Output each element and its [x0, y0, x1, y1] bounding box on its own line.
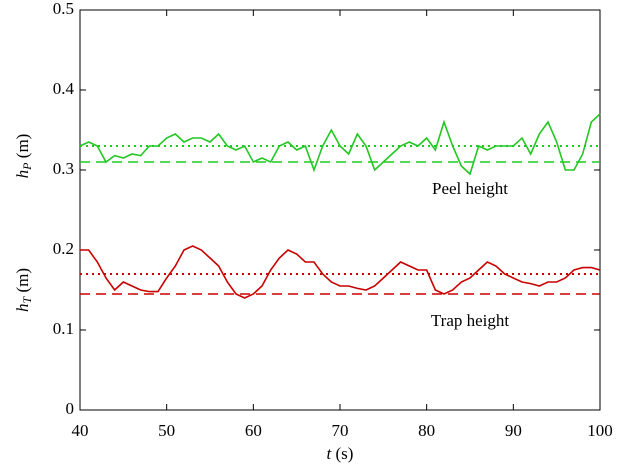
y-label-unit: (m): [13, 134, 32, 159]
y-label-symbol: h: [13, 170, 32, 179]
series-line: [80, 245, 601, 299]
series-label: Peel height: [432, 179, 508, 198]
y-axis-label: hT (m): [13, 268, 36, 312]
y-label-subscript: P: [20, 162, 34, 171]
x-tick-label: 60: [245, 421, 262, 440]
series-line: [79, 113, 601, 176]
y-tick-label: 0.4: [53, 79, 75, 98]
plot-frame: [79, 9, 601, 411]
x-label-symbol: t: [327, 444, 333, 463]
x-axis-label: t (s): [327, 444, 354, 463]
y-tick-label: 0.5: [53, 0, 74, 18]
y-label-unit: (m): [13, 268, 32, 293]
x-tick-label: 100: [587, 421, 613, 440]
x-tick-label: 70: [332, 421, 349, 440]
x-tick-label: 90: [505, 421, 522, 440]
x-tick-label: 80: [418, 421, 435, 440]
y-axis-label: hP (m): [13, 134, 36, 179]
y-tick-label: 0.1: [53, 319, 74, 338]
y-tick-label: 0.3: [53, 159, 74, 178]
x-label-unit: (s): [336, 444, 354, 463]
y-tick-label: 0.2: [53, 239, 74, 258]
x-tick-label: 40: [72, 421, 89, 440]
x-tick-label: 50: [158, 421, 175, 440]
y-label-subscript: T: [20, 295, 34, 303]
series-label: Trap height: [431, 311, 510, 330]
y-tick-label: 0: [66, 399, 75, 418]
y-label-symbol: h: [13, 303, 32, 312]
